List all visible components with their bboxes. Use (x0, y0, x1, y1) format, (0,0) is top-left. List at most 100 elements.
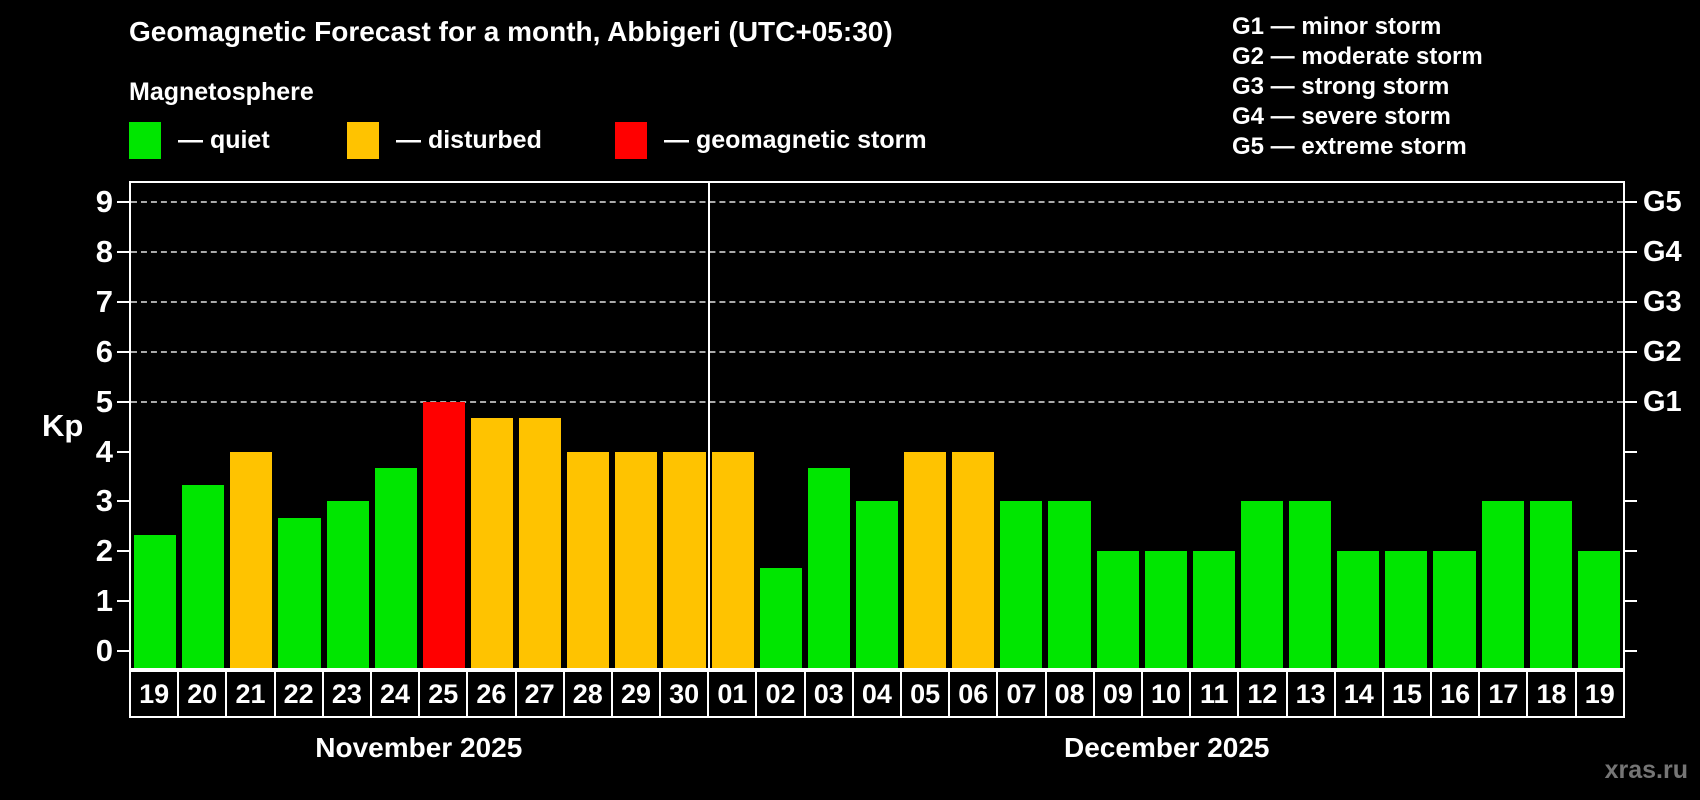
day-cell-08: 08 (1047, 672, 1095, 716)
gridline-kp6 (131, 350, 1623, 353)
bar-dec-14 (1337, 551, 1380, 668)
day-cell-15: 15 (1384, 672, 1433, 716)
bar-dec-15 (1385, 551, 1428, 668)
bar-nov-22 (278, 517, 321, 668)
bar-dec-16 (1433, 551, 1476, 668)
bar-dec-09 (1096, 551, 1139, 668)
bar-nov-25 (422, 401, 465, 668)
g-axis-label-g3: G3 (1643, 286, 1682, 318)
g-axis-label-g1: G1 (1643, 385, 1682, 418)
day-cell-01: 01 (709, 672, 758, 716)
bar-dec-02 (759, 567, 802, 668)
day-cell-05: 05 (902, 672, 951, 716)
bar-nov-27 (519, 418, 562, 668)
y-tick-right-1 (1625, 600, 1637, 603)
bar-dec-04 (855, 501, 899, 668)
disturbed-swatch (347, 121, 379, 159)
gridline-kp8 (131, 251, 1623, 254)
storm-swatch (615, 121, 647, 159)
storm-scale-legend: G1 — minor storm G2 — moderate storm G3 … (1232, 12, 1483, 162)
day-cell-03: 03 (806, 672, 854, 716)
legend-item-quiet: — quiet (129, 121, 270, 159)
g-scale-item-g4: G4 — severe storm (1232, 103, 1451, 130)
y-tick-left-9 (117, 201, 129, 204)
day-cell-17: 17 (1480, 672, 1529, 716)
day-cell-06: 06 (950, 672, 999, 716)
day-axis-row: 19 20 21 22 23 24 25 26 27 28 29 30 01 02 03 04 05 06 07 08… (129, 670, 1625, 718)
y-tick-left-5 (117, 400, 129, 403)
y-axis-label-3: 3 (95, 483, 113, 519)
bar-dec-03 (807, 468, 850, 668)
y-tick-right-0 (1625, 650, 1637, 652)
day-cell-28: 28 (565, 672, 613, 716)
y-axis-label-8: 8 (95, 234, 113, 270)
y-tick-right-5 (1625, 400, 1637, 403)
day-cell-20: 20 (179, 672, 228, 716)
y-axis-label-1: 1 (95, 583, 113, 619)
bar-nov-29 (615, 451, 658, 668)
legend-label-storm: — geomagnetic storm (664, 125, 927, 154)
day-cell-23: 23 (324, 672, 372, 716)
bar-nov-21 (230, 451, 273, 668)
y-axis-title: Kp (42, 408, 84, 443)
plot-area (129, 181, 1625, 670)
bar-dec-18 (1529, 501, 1572, 668)
day-cell-22: 22 (276, 672, 324, 716)
bar-nov-26 (470, 418, 514, 668)
day-cell-19: 19 (1584, 678, 1615, 709)
y-tick-right-3 (1625, 500, 1637, 503)
bar-dec-13 (1289, 501, 1332, 668)
bar-dec-17 (1481, 501, 1524, 668)
chart-subtitle: Magnetosphere (129, 78, 314, 106)
bar-nov-24 (374, 468, 417, 668)
y-tick-right-6 (1625, 350, 1637, 353)
bar-dec-05 (904, 451, 947, 668)
day-cell-27: 27 (517, 672, 565, 716)
bar-dec-08 (1048, 501, 1091, 668)
bar-nov-28 (567, 451, 610, 668)
y-axis-label-5: 5 (95, 383, 113, 419)
day-cell-12: 12 (1239, 672, 1288, 716)
y-axis-label-7: 7 (95, 284, 113, 319)
g-axis-label-g5: G5 (1643, 186, 1682, 219)
g-axis-label-g2: G2 (1643, 335, 1682, 368)
bar-dec-06 (952, 451, 995, 668)
day-cell-07: 07 (998, 672, 1047, 716)
day-cell-24: 24 (372, 672, 421, 716)
page-title: Geomagnetic Forecast for a month, Abbige… (129, 16, 893, 47)
day-cell-02: 02 (757, 672, 806, 716)
day-cell-14: 14 (1336, 672, 1384, 716)
gridline-kp7 (131, 301, 1623, 303)
legend-item-disturbed: — disturbed (347, 121, 542, 159)
bar-nov-19 (134, 534, 177, 668)
bar-dec-19 (1577, 551, 1620, 668)
day-cell-09: 09 (1095, 672, 1143, 716)
y-axis-label-9: 9 (95, 184, 113, 220)
month-label-november: November 2025 (315, 732, 523, 763)
day-cell-10: 10 (1143, 672, 1192, 716)
day-cell-25: 25 (420, 672, 469, 716)
y-tick-left-8 (117, 251, 129, 254)
y-tick-right-7 (1625, 301, 1637, 303)
y-axis-label-2: 2 (95, 533, 113, 569)
y-tick-right-9 (1625, 201, 1637, 204)
legend-item-storm: — geomagnetic storm (615, 121, 927, 159)
bar-nov-30 (663, 451, 706, 668)
bar-nov-23 (326, 501, 369, 668)
day-cell-19: 19 (131, 672, 180, 716)
y-tick-left-4 (117, 450, 129, 453)
watermark-link[interactable]: xras.ru (1604, 756, 1688, 784)
y-tick-left-2 (117, 550, 129, 553)
y-axis-label-6: 6 (95, 333, 113, 369)
g-axis-label-g4: G4 (1643, 236, 1682, 269)
month-separator (707, 183, 710, 668)
day-cell-13: 13 (1288, 672, 1336, 716)
day-cell-16: 16 (1432, 672, 1481, 716)
y-tick-left-1 (117, 600, 129, 603)
day-cell-21: 21 (227, 672, 276, 716)
g-scale-item-g2: G2 — moderate storm (1232, 43, 1483, 70)
bar-dec-11 (1192, 551, 1235, 668)
month-label-december: December 2025 (1064, 732, 1270, 763)
y-axis-label-4: 4 (95, 433, 113, 469)
